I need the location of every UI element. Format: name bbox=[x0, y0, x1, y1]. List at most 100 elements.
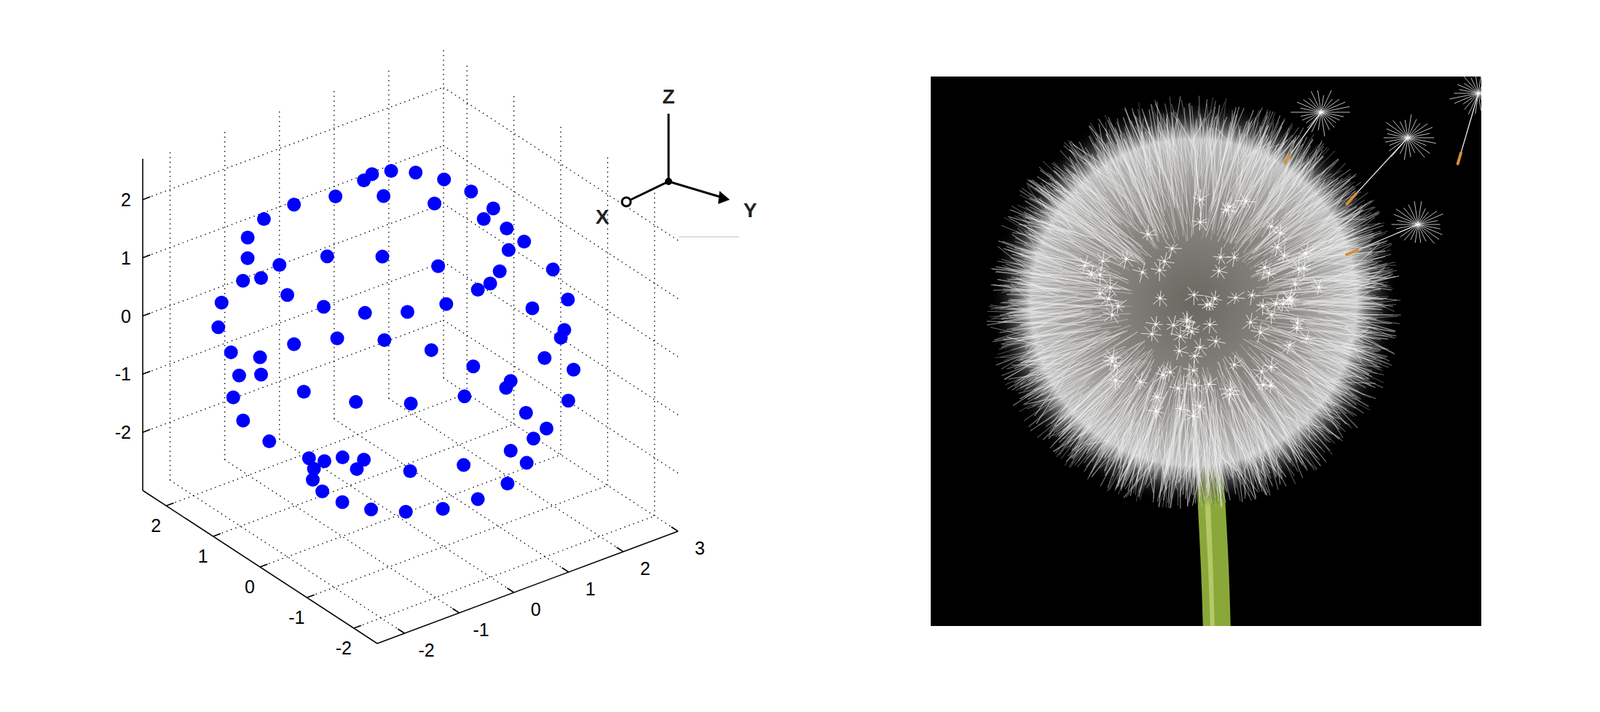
pappus-ray bbox=[1177, 387, 1188, 389]
filament bbox=[1331, 375, 1353, 381]
pappus-ray bbox=[1172, 247, 1182, 249]
filament bbox=[994, 309, 1093, 341]
pappus-ray bbox=[1283, 291, 1289, 300]
filament bbox=[1235, 147, 1328, 242]
filament bbox=[1117, 139, 1123, 163]
pappus-ray bbox=[1235, 200, 1247, 202]
filament bbox=[1245, 141, 1272, 157]
pappus-center bbox=[1171, 246, 1174, 250]
filament bbox=[1228, 370, 1290, 463]
point bbox=[560, 292, 575, 307]
filament bbox=[1203, 384, 1209, 496]
point bbox=[377, 332, 392, 347]
filament bbox=[1268, 378, 1331, 440]
x-tick-label: -2 bbox=[335, 637, 352, 658]
triad-label: X bbox=[595, 205, 610, 228]
pappus-center bbox=[1297, 267, 1301, 271]
pappus-ray bbox=[1195, 385, 1203, 394]
filament bbox=[1318, 203, 1352, 222]
filament bbox=[1275, 200, 1339, 252]
filament bbox=[991, 268, 1113, 280]
filament bbox=[1028, 233, 1129, 284]
pappus-ray bbox=[1194, 294, 1204, 296]
pappus-ray bbox=[1101, 260, 1104, 271]
point bbox=[317, 453, 332, 468]
filament bbox=[999, 295, 1078, 316]
point bbox=[439, 297, 453, 311]
x-tick-label: 0 bbox=[244, 576, 255, 597]
point bbox=[348, 394, 363, 409]
x-tick-label: -1 bbox=[288, 606, 305, 628]
pappus-ray bbox=[1229, 380, 1231, 390]
grid-line bbox=[224, 128, 226, 460]
pappus-ray bbox=[1229, 389, 1231, 401]
point bbox=[466, 359, 480, 373]
filament bbox=[1015, 359, 1048, 361]
filament bbox=[1246, 123, 1292, 193]
pappus-ray bbox=[1108, 298, 1114, 309]
z-tick-label: -1 bbox=[115, 363, 132, 384]
filament bbox=[1142, 112, 1183, 229]
chart-3d: -2-1012-2-10123-2-1012 bbox=[115, 46, 705, 660]
filament bbox=[1104, 144, 1154, 239]
pappus-ray bbox=[1179, 346, 1188, 352]
point bbox=[471, 282, 486, 297]
point bbox=[403, 463, 418, 478]
filament bbox=[1266, 317, 1393, 324]
filament bbox=[1106, 387, 1155, 491]
triad-origin bbox=[664, 177, 673, 185]
grid-line bbox=[142, 87, 444, 200]
grid-line bbox=[213, 423, 515, 537]
y-tick-label: -1 bbox=[473, 619, 490, 640]
filament bbox=[1264, 417, 1280, 458]
z-tick-label: 2 bbox=[120, 189, 132, 210]
pappus-ray bbox=[1220, 389, 1231, 396]
pappus-center bbox=[1232, 363, 1236, 367]
pappus-ray bbox=[1227, 203, 1235, 210]
pappus-ray bbox=[1102, 251, 1105, 261]
point bbox=[364, 166, 379, 181]
point bbox=[253, 350, 268, 365]
filament bbox=[1267, 377, 1318, 441]
pappus-ray bbox=[1215, 340, 1225, 344]
pappus-ray bbox=[1101, 290, 1109, 299]
filament bbox=[1231, 367, 1275, 457]
pappus-ray bbox=[1242, 321, 1251, 329]
point bbox=[376, 188, 391, 203]
filament bbox=[1206, 109, 1254, 237]
grid-line bbox=[333, 87, 335, 419]
filament bbox=[1349, 305, 1376, 311]
filament bbox=[1308, 152, 1318, 192]
filament bbox=[990, 305, 1078, 317]
filament bbox=[1161, 367, 1190, 480]
canvas: -2-1012-2-10123-2-1012XYZ bbox=[0, 0, 1600, 712]
filament bbox=[1271, 249, 1391, 286]
pappus-ray bbox=[1260, 326, 1270, 333]
pappus-ray bbox=[1271, 314, 1282, 316]
points bbox=[211, 163, 581, 519]
filament bbox=[1037, 343, 1140, 408]
pappus-center bbox=[1267, 271, 1271, 275]
point bbox=[224, 345, 239, 360]
x-axis-line bbox=[142, 490, 378, 644]
filament bbox=[1072, 386, 1133, 459]
point bbox=[384, 163, 399, 178]
pappus-center bbox=[1139, 380, 1142, 384]
pappus-center bbox=[1302, 266, 1306, 270]
photo bbox=[930, 70, 1507, 634]
pappus-ray bbox=[1222, 202, 1228, 211]
pappus-ray bbox=[1270, 314, 1272, 325]
y-axis-line bbox=[377, 530, 679, 644]
z-tick-label: 0 bbox=[120, 305, 132, 327]
filament bbox=[1210, 128, 1215, 206]
filament bbox=[1003, 290, 1113, 293]
triad-z bbox=[667, 113, 671, 182]
x-tick-label: 1 bbox=[198, 545, 209, 566]
point bbox=[262, 434, 277, 448]
point bbox=[320, 249, 335, 263]
filament bbox=[1227, 134, 1257, 212]
point bbox=[463, 184, 478, 199]
pappus-ray bbox=[1152, 297, 1161, 304]
filament bbox=[1263, 241, 1385, 274]
filament bbox=[1010, 292, 1133, 307]
